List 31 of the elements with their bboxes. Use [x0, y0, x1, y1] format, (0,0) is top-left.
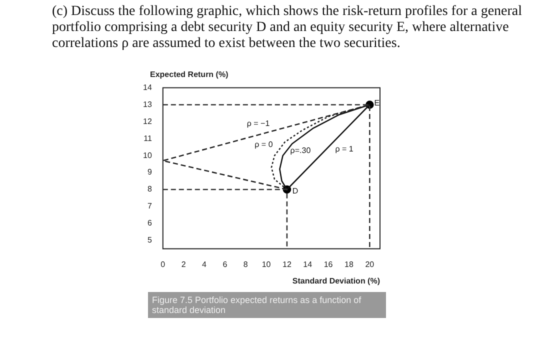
x-tick-label: 18	[344, 260, 354, 269]
y-tick-label: 5	[147, 236, 152, 245]
y-tick-label: 13	[142, 100, 152, 109]
y-tick-label: 6	[147, 218, 152, 228]
x-tick-label: 20	[365, 260, 375, 269]
x-tick-label: 8	[243, 260, 248, 269]
x-tick-label: 16	[324, 260, 334, 269]
series-label: ρ = 0	[254, 140, 274, 150]
x-tick-label: 12	[282, 260, 292, 269]
x-tick-label: 4	[202, 260, 208, 269]
annotation: D	[292, 186, 298, 196]
x-tick-label: 14	[303, 260, 313, 269]
y-tick-label: 7	[147, 202, 152, 211]
x-axis-title: Standard Deviation (%)	[292, 276, 380, 286]
annotation: E	[374, 98, 380, 108]
x-tick-label: 6	[222, 260, 228, 269]
y-tick-label: 11	[144, 134, 152, 143]
series-label: ρ = −1	[246, 118, 270, 128]
y-tick-label: 9	[147, 168, 152, 177]
caption: Figure 7.5 Portfolio expected returns as a function of standard deviation	[148, 292, 386, 318]
y-tick-label: 10	[142, 150, 152, 160]
series-label: ρ=.30	[290, 146, 312, 155]
y-tick-label: 14	[142, 83, 152, 92]
y-tick-label: 12	[142, 116, 152, 126]
x-tick-label: 2	[181, 260, 186, 269]
chart-title: (c) Discuss the following graphic, which shows the risk-return profiles for a general portfolio comprising a debt security D and an equity security E, where alternative correlations ρ are assumed to exist between the two securities.	[52, 4, 524, 52]
x-tick-label: 10	[262, 260, 272, 269]
y-axis-title: Expected Return (%)	[150, 70, 228, 79]
y-tick-label: 8	[147, 184, 152, 194]
series-label: ρ = 1	[335, 144, 354, 154]
x-tick-label: 0	[160, 260, 166, 269]
